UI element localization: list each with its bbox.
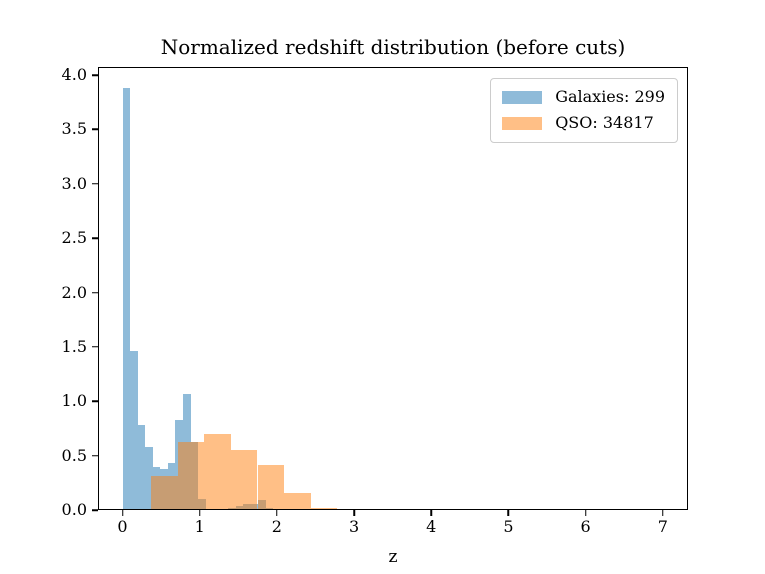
y-tick-label: 1.0	[61, 391, 87, 411]
y-tick-label: 4.0	[61, 65, 87, 85]
legend-row: QSO: 34817	[502, 113, 665, 133]
x-tick-mark	[198, 510, 201, 516]
y-tick-mark	[92, 346, 98, 348]
qso-histogram-bar	[284, 492, 311, 510]
y-tick-mark	[92, 291, 98, 294]
x-tick-mark	[584, 510, 587, 516]
qso-histogram-bar	[150, 476, 178, 510]
x-tick-label: 6	[580, 517, 591, 536]
y-tick-mark	[92, 74, 98, 76]
y-tick-label: 1.5	[61, 336, 87, 356]
legend-row: Galaxies: 299	[502, 87, 665, 106]
qso-histogram-bar	[177, 441, 205, 510]
y-tick-mark	[92, 183, 98, 185]
galaxies-histogram-bar	[137, 425, 146, 510]
y-tick-mark	[92, 454, 98, 457]
galaxies-legend-swatch	[502, 90, 543, 104]
histogram-bars-layer	[98, 67, 688, 510]
qso-legend-swatch	[502, 117, 543, 131]
galaxies-histogram-bar	[145, 446, 153, 510]
qso-histogram-bar	[230, 450, 258, 510]
x-tick-label: 5	[503, 517, 514, 536]
x-tick-label: 2	[271, 517, 282, 536]
chart-title: Normalized redshift distribution (before…	[160, 35, 626, 59]
y-tick-label: 2.0	[61, 282, 87, 302]
galaxies-histogram-bar	[130, 351, 138, 510]
y-tick-label: 0.5	[61, 445, 87, 465]
x-tick-mark	[276, 510, 278, 516]
qso-histogram-bar	[204, 433, 231, 510]
x-tick-label: 7	[657, 517, 668, 536]
qso-histogram-bar	[257, 465, 285, 510]
x-tick-mark	[662, 510, 664, 516]
y-tick-label: 2.5	[61, 228, 87, 248]
legend-label: Galaxies: 299	[555, 87, 665, 106]
x-tick-label: 3	[348, 517, 360, 536]
x-axis-label: z	[388, 547, 398, 567]
y-tick-label: 0.0	[61, 500, 87, 519]
x-tick-label: 1	[194, 517, 205, 536]
x-tick-mark	[121, 510, 124, 516]
y-tick-mark	[92, 128, 98, 131]
qso-histogram-bar	[310, 507, 338, 510]
y-tick-mark	[92, 400, 98, 403]
x-tick-mark	[353, 510, 355, 516]
legend: Galaxies: 299 QSO: 34817	[490, 78, 678, 143]
x-tick-label: 4	[426, 517, 437, 536]
y-tick-mark	[92, 237, 98, 239]
x-tick-mark	[507, 510, 510, 516]
x-tick-mark	[430, 510, 432, 516]
legend-label: QSO: 34817	[555, 113, 654, 133]
y-tick-mark	[92, 509, 98, 511]
galaxies-histogram-bar	[122, 88, 131, 510]
plot-area: 0 1 2 3 4 5 6 7 0.0 0.5 1.0 1.5 2.0 2.5 3.0 3.5 4.0 Gala…	[62, 67, 688, 535]
y-tick-label: 3.0	[61, 173, 87, 193]
y-tick-label: 3.5	[61, 119, 87, 139]
x-tick-label: 0	[117, 517, 128, 536]
